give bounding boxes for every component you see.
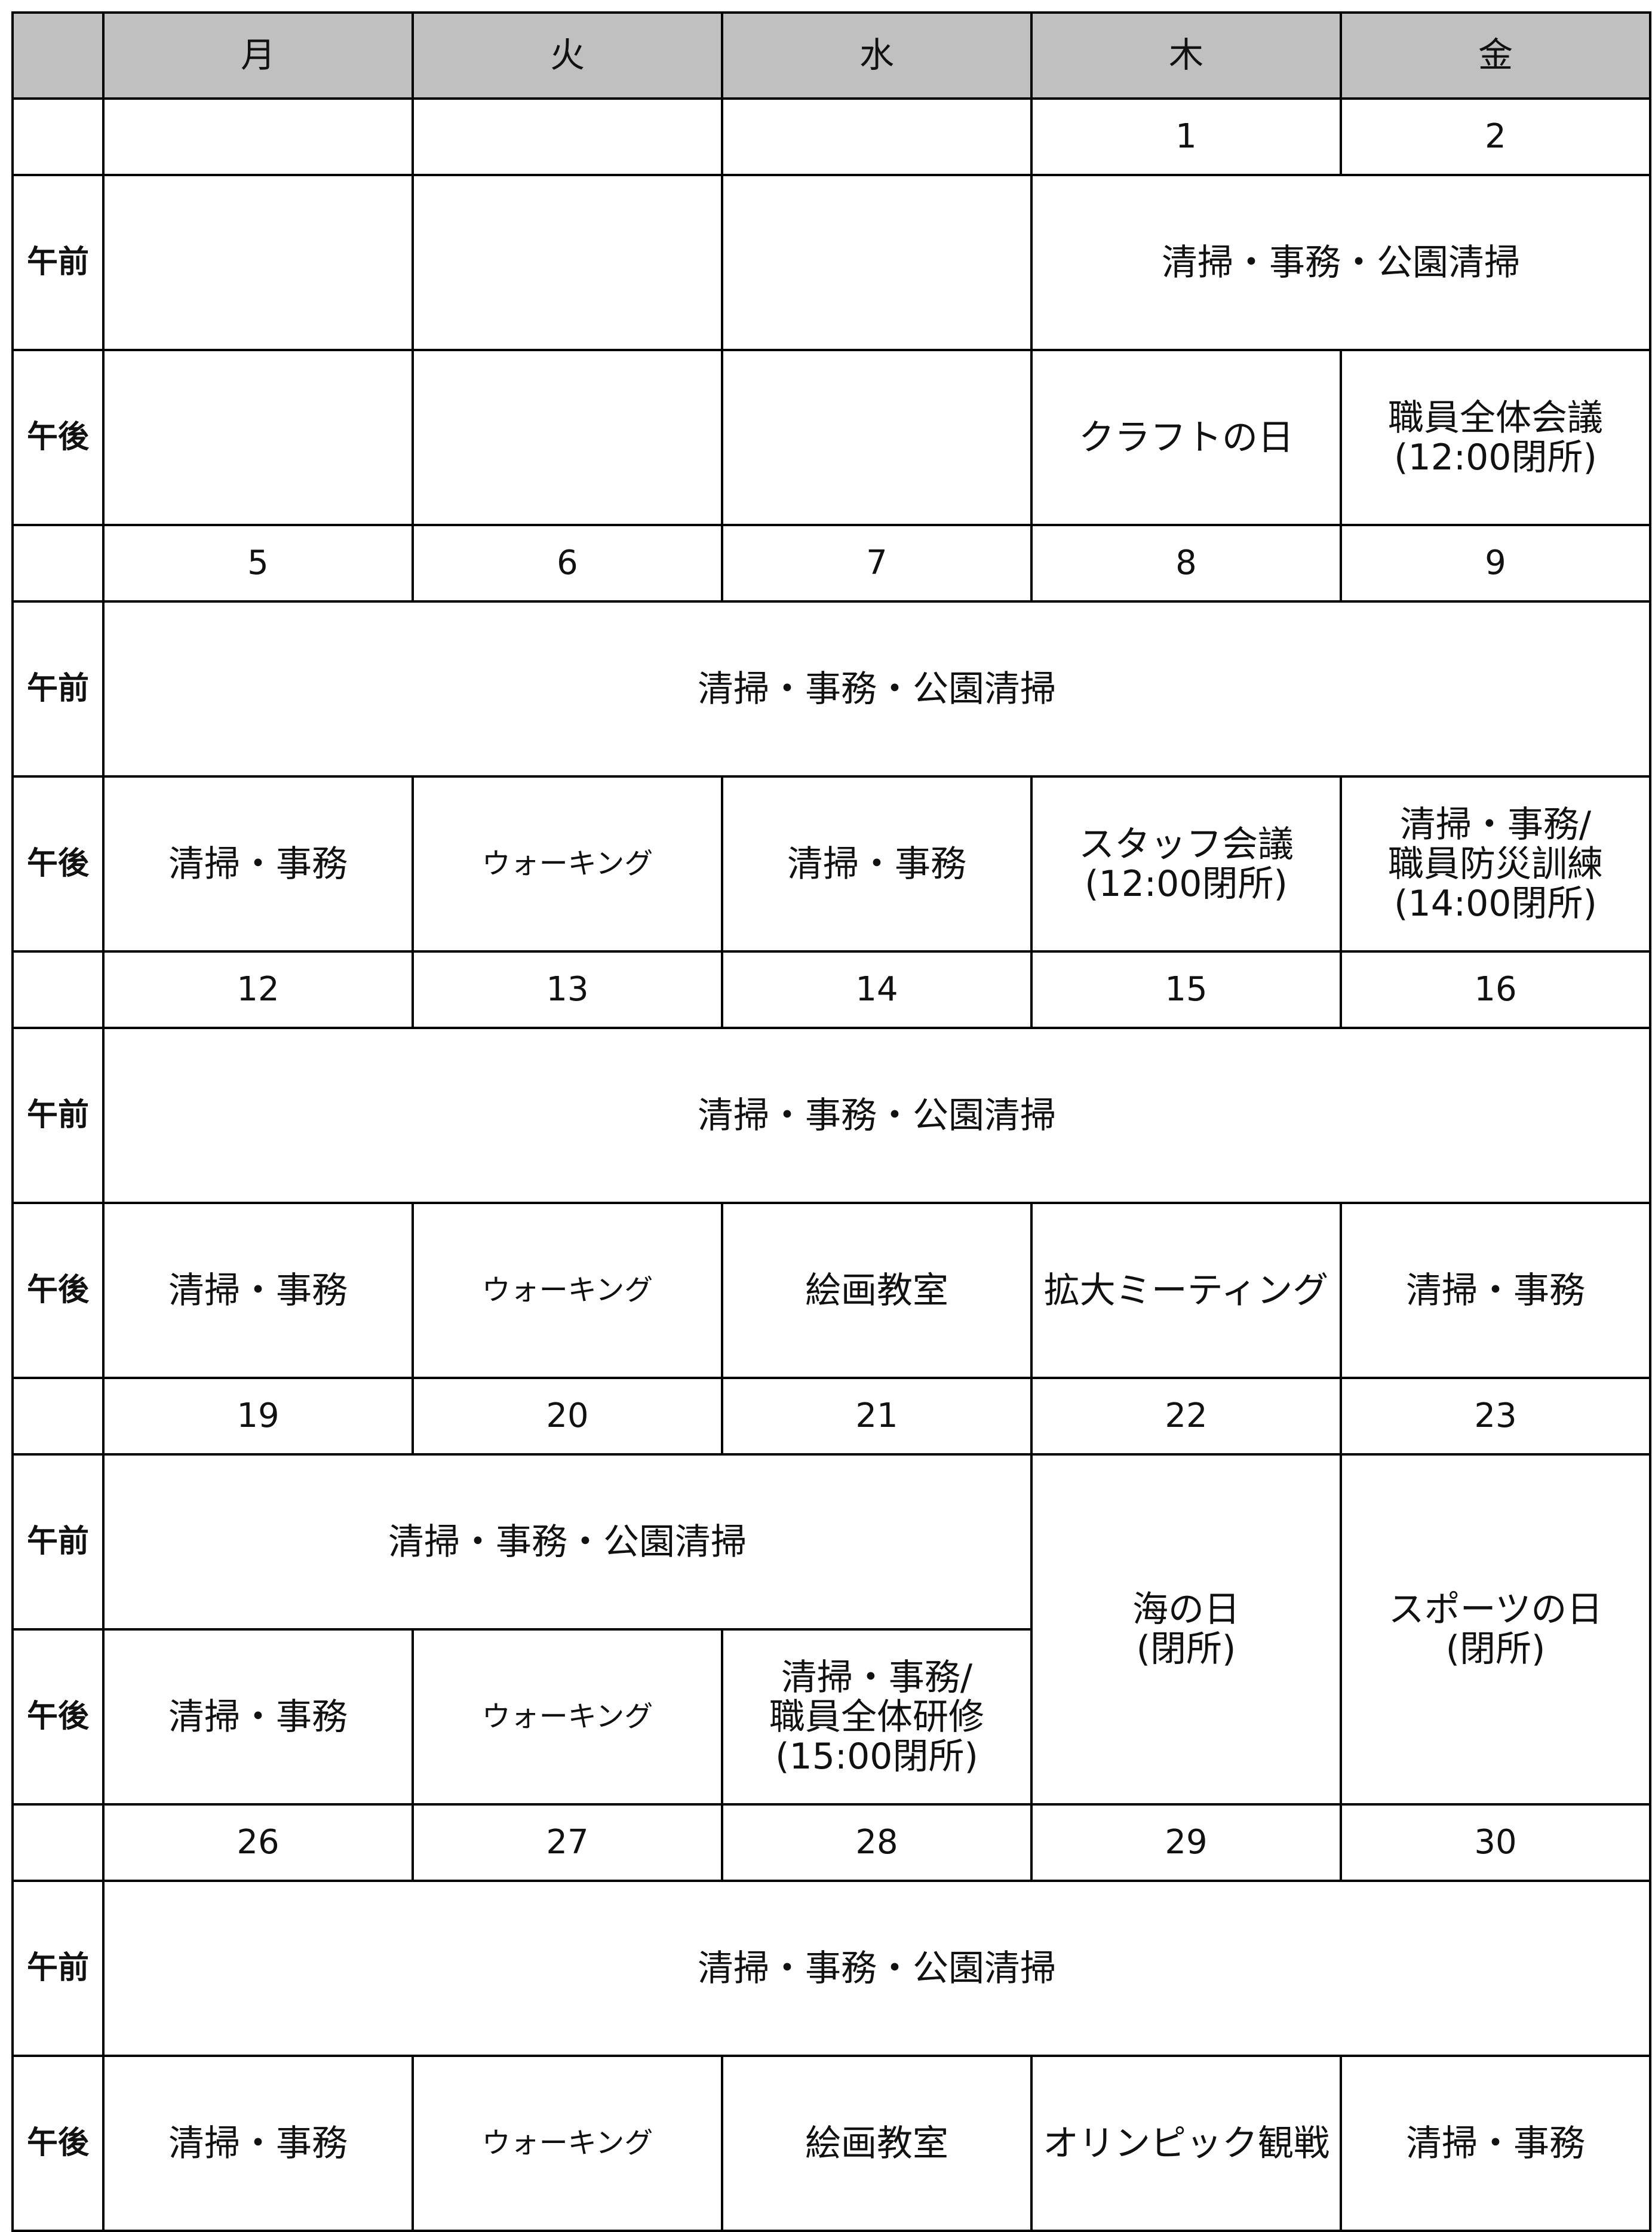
event: 職員全体会議 (12:00閉所) <box>1340 349 1651 526</box>
day-header: 月 <box>102 11 414 100</box>
date: 7 <box>721 524 1033 603</box>
row: 午後 クラフトの日 職員全体会議 (12:00閉所) <box>11 349 1651 526</box>
event: 清掃・事務・公園清掃 <box>102 1880 1651 2057</box>
event: 拡大ミーティング <box>1030 1202 1342 1379</box>
event: 清掃・事務 <box>721 775 1033 953</box>
row-label: 午後 <box>11 2055 105 2232</box>
event: オリンピック観戦 <box>1030 2055 1342 2232</box>
row: 26 27 28 29 30 <box>11 1803 1651 1882</box>
date: 23 <box>1340 1377 1651 1456</box>
row-label: 午前 <box>11 1453 105 1631</box>
event: クラフトの日 <box>1030 349 1342 526</box>
date: 19 <box>102 1377 414 1456</box>
blank <box>11 1803 105 1882</box>
date: 22 <box>1030 1377 1342 1456</box>
date: 8 <box>1030 524 1342 603</box>
event: 清掃・事務 <box>102 775 414 953</box>
date: 21 <box>721 1377 1033 1456</box>
row: 午後 清掃・事務 ウォーキング 清掃・事務/ 職員全体研修 (15:00閉所) <box>11 1628 1650 1806</box>
event: 海の日 (閉所) <box>1030 1453 1342 1806</box>
date: 29 <box>1030 1803 1342 1882</box>
corner <box>11 11 105 100</box>
date: 20 <box>412 1377 723 1456</box>
day-header: 水 <box>721 11 1033 100</box>
date: 2 <box>1340 97 1651 176</box>
date: 6 <box>412 524 723 603</box>
blank <box>11 1377 105 1456</box>
blank <box>11 950 105 1029</box>
day-header: 火 <box>412 11 723 100</box>
row-label: 午前 <box>11 1027 105 1204</box>
row-label: 午後 <box>11 1202 105 1379</box>
event: ウォーキング <box>412 2055 723 2232</box>
row-label: 午前 <box>11 174 105 351</box>
event <box>102 174 414 351</box>
date <box>412 97 723 176</box>
date: 28 <box>721 1803 1033 1882</box>
row: 午前 清掃・事務・公園清掃 <box>11 1027 1651 1204</box>
event: 清掃・事務/ 職員全体研修 (15:00閉所) <box>721 1628 1033 1806</box>
row: 午後 清掃・事務 ウォーキング 清掃・事務 スタッフ会議 (12:00閉所) 清掃・事務/… <box>11 775 1651 953</box>
blank <box>11 524 105 603</box>
event: ウォーキング <box>412 1628 723 1806</box>
day-header: 金 <box>1340 11 1651 100</box>
date: 26 <box>102 1803 414 1882</box>
event: ウォーキング <box>412 1202 723 1379</box>
calendar-table: 月火水木金 1 2 午前 清掃・事務・公園清掃 午後 クラフトの日 職員全体会議 (12:00… <box>11 11 1651 2232</box>
date: 9 <box>1340 524 1651 603</box>
event: 清掃・事務・公園清掃 <box>102 600 1651 778</box>
row: 12 13 14 15 16 <box>11 950 1651 1029</box>
event: 絵画教室 <box>721 2055 1033 2232</box>
event: 清掃・事務/ 職員防災訓練 (14:00閉所) <box>1340 775 1651 953</box>
row: 19 20 21 22 23 <box>11 1377 1651 1456</box>
blank <box>11 97 105 176</box>
event <box>721 349 1033 526</box>
date: 14 <box>721 950 1033 1029</box>
row-label: 午後 <box>11 349 105 526</box>
row-label: 午前 <box>11 600 105 778</box>
event <box>102 349 414 526</box>
event: スポーツの日 (閉所) <box>1340 1453 1651 1806</box>
row-label: 午前 <box>11 1880 105 2057</box>
date: 30 <box>1340 1803 1651 1882</box>
row: 午前 清掃・事務・公園清掃 <box>11 600 1651 778</box>
date: 5 <box>102 524 414 603</box>
row-label: 午後 <box>11 775 105 953</box>
event <box>721 174 1033 351</box>
event: 清掃・事務 <box>102 2055 414 2232</box>
row: 午前 清掃・事務・公園清掃 <box>11 174 1651 351</box>
event <box>412 349 723 526</box>
event: スタッフ会議 (12:00閉所) <box>1030 775 1342 953</box>
row: 月火水木金 <box>11 11 1651 100</box>
event: 清掃・事務・公園清掃 <box>1030 174 1651 351</box>
event <box>412 174 723 351</box>
event: 清掃・事務 <box>102 1628 414 1806</box>
date: 15 <box>1030 950 1342 1029</box>
row: 午前 清掃・事務・公園清掃 海の日 (閉所) スポーツの日 (閉所) <box>11 1453 1651 1806</box>
row: 午後 清掃・事務 ウォーキング 絵画教室 オリンピック観戦 清掃・事務 <box>11 2055 1651 2232</box>
date: 12 <box>102 950 414 1029</box>
event: 絵画教室 <box>721 1202 1033 1379</box>
row: 午前 清掃・事務・公園清掃 <box>11 1880 1651 2057</box>
event: 清掃・事務 <box>1340 1202 1651 1379</box>
date: 16 <box>1340 950 1651 1029</box>
row-label: 午後 <box>11 1628 105 1806</box>
date: 1 <box>1030 97 1342 176</box>
event: ウォーキング <box>412 775 723 953</box>
event: 清掃・事務・公園清掃 <box>102 1453 1033 1631</box>
date <box>102 97 414 176</box>
date: 27 <box>412 1803 723 1882</box>
event: 清掃・事務 <box>1340 2055 1651 2232</box>
event: 清掃・事務・公園清掃 <box>102 1027 1651 1204</box>
row: 午後 清掃・事務 ウォーキング 絵画教室 拡大ミーティング 清掃・事務 <box>11 1202 1651 1379</box>
calendar: 月火水木金 1 2 午前 清掃・事務・公園清掃 午後 クラフトの日 職員全体会議 (12:00… <box>11 11 1651 2232</box>
event: 清掃・事務 <box>102 1202 414 1379</box>
day-header: 木 <box>1030 11 1342 100</box>
date <box>721 97 1033 176</box>
date: 13 <box>412 950 723 1029</box>
